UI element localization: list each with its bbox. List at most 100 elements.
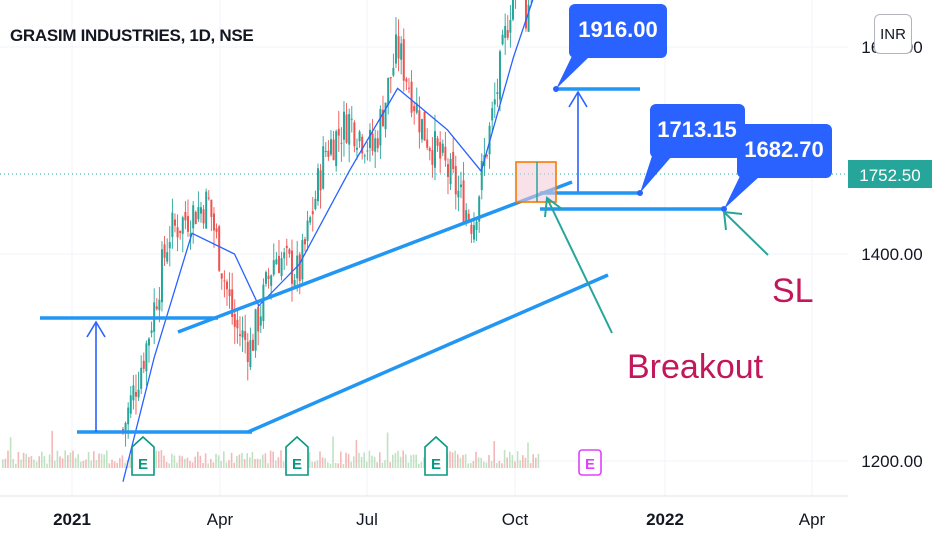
earnings-marker-label: E: [585, 456, 595, 473]
volume-bar: [345, 452, 347, 468]
volume-bar: [327, 462, 329, 468]
candle-body: [454, 166, 457, 195]
volume-bar: [519, 460, 521, 468]
volume-bar: [368, 450, 371, 468]
candle-body: [379, 109, 382, 146]
volume-bar: [2, 459, 4, 468]
candle-body: [275, 259, 278, 265]
volume-bar: [267, 463, 269, 468]
volume-bar: [225, 462, 228, 468]
volume-bar: [467, 463, 469, 468]
volume-bar: [108, 463, 111, 468]
volume-bar: [4, 458, 7, 468]
volume-bar: [155, 450, 157, 468]
candle-body: [415, 103, 418, 113]
candle-body: [353, 122, 356, 147]
candle-body: [155, 306, 158, 309]
candle-body: [449, 158, 452, 185]
volume-bar: [524, 457, 527, 468]
volume-bar: [184, 458, 186, 468]
callout-stoploss-dot: [721, 206, 727, 212]
x-tick-label: Apr: [799, 510, 826, 529]
earnings-marker-box: [285, 435, 309, 476]
volume-bar: [210, 458, 212, 468]
candle-body: [194, 211, 197, 224]
volume-bar: [475, 451, 477, 468]
volume-bar: [516, 451, 519, 468]
volume-bar: [158, 451, 160, 468]
candle-body: [254, 309, 257, 351]
volume-bar: [64, 450, 66, 468]
candle-body: [288, 249, 291, 254]
volume-bar: [511, 455, 514, 468]
candle-body: [220, 273, 223, 279]
earnings-marker[interactable]: E: [131, 435, 155, 476]
candle-body: [293, 280, 296, 286]
candle-body: [527, 5, 530, 32]
volume-bar: [93, 451, 95, 468]
volume-bar: [12, 458, 14, 468]
candle-body: [498, 51, 501, 100]
candle-body: [400, 43, 403, 60]
chart-title: GRASIM INDUSTRIES, 1D, NSE: [10, 26, 254, 45]
candle-body: [426, 139, 429, 148]
earnings-marker-box: [131, 435, 155, 476]
volume-bar: [191, 462, 194, 468]
volume-bar: [35, 461, 38, 468]
volume-bar: [449, 451, 451, 468]
candle-body: [340, 142, 343, 144]
candle-body: [504, 25, 507, 38]
candle-body: [319, 170, 322, 191]
candle-body: [173, 219, 176, 226]
volume-bar: [529, 463, 532, 468]
candle-body: [511, 0, 514, 20]
volume-bar: [363, 452, 365, 468]
candle-body: [231, 289, 234, 317]
candle-body: [389, 77, 392, 79]
volume-bar: [212, 462, 215, 468]
earnings-marker[interactable]: E: [578, 449, 602, 476]
volume-bar: [451, 452, 454, 468]
candle-body: [493, 99, 496, 105]
earnings-marker-label: E: [292, 456, 302, 473]
candle-body: [316, 168, 319, 202]
callout-entry: 1713.15: [637, 104, 745, 196]
volume-bar: [82, 460, 85, 468]
candles: [121, 0, 532, 447]
candle-body: [280, 258, 283, 277]
callout-target: 1916.00: [553, 4, 667, 92]
volume-bar: [373, 456, 376, 468]
volume-bar: [264, 453, 267, 468]
volume-bar: [501, 463, 503, 468]
volume-bar: [199, 455, 202, 468]
candle-body: [236, 319, 239, 329]
volume-bar: [85, 459, 87, 468]
volume-bar: [347, 453, 350, 468]
earnings-marker[interactable]: E: [424, 435, 448, 476]
volume-bar: [488, 455, 490, 468]
candle-body: [158, 299, 161, 311]
volume-bar: [59, 456, 61, 468]
volume-bar: [9, 437, 12, 468]
currency-badge[interactable]: INR: [874, 14, 912, 54]
candle-body: [192, 205, 195, 229]
candle-body: [283, 252, 286, 259]
volume-bar: [308, 452, 311, 468]
volume-bar: [217, 455, 220, 468]
earnings-marker[interactable]: E: [285, 435, 309, 476]
volume-bar: [316, 460, 319, 468]
candle-body: [205, 191, 208, 229]
time-axis[interactable]: 2021 Apr Jul Oct 2022 Apr: [53, 510, 825, 529]
candle-body: [309, 217, 312, 223]
volume-bar: [402, 450, 404, 468]
candle-body: [329, 139, 332, 155]
volume-bar: [329, 463, 332, 468]
volume-bar: [394, 453, 397, 468]
candle-body: [202, 209, 205, 224]
volume-bar: [350, 461, 352, 468]
breakout-box: [515, 161, 557, 203]
volume-bar: [163, 455, 165, 468]
